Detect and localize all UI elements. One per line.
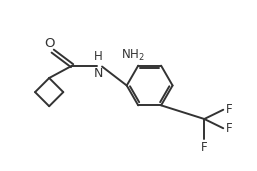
Text: O: O — [44, 37, 54, 50]
Text: F: F — [226, 103, 233, 116]
Text: F: F — [226, 122, 233, 135]
Text: NH$_2$: NH$_2$ — [121, 48, 145, 63]
Text: F: F — [201, 141, 208, 154]
Text: N: N — [94, 67, 103, 80]
Text: H: H — [94, 50, 103, 63]
